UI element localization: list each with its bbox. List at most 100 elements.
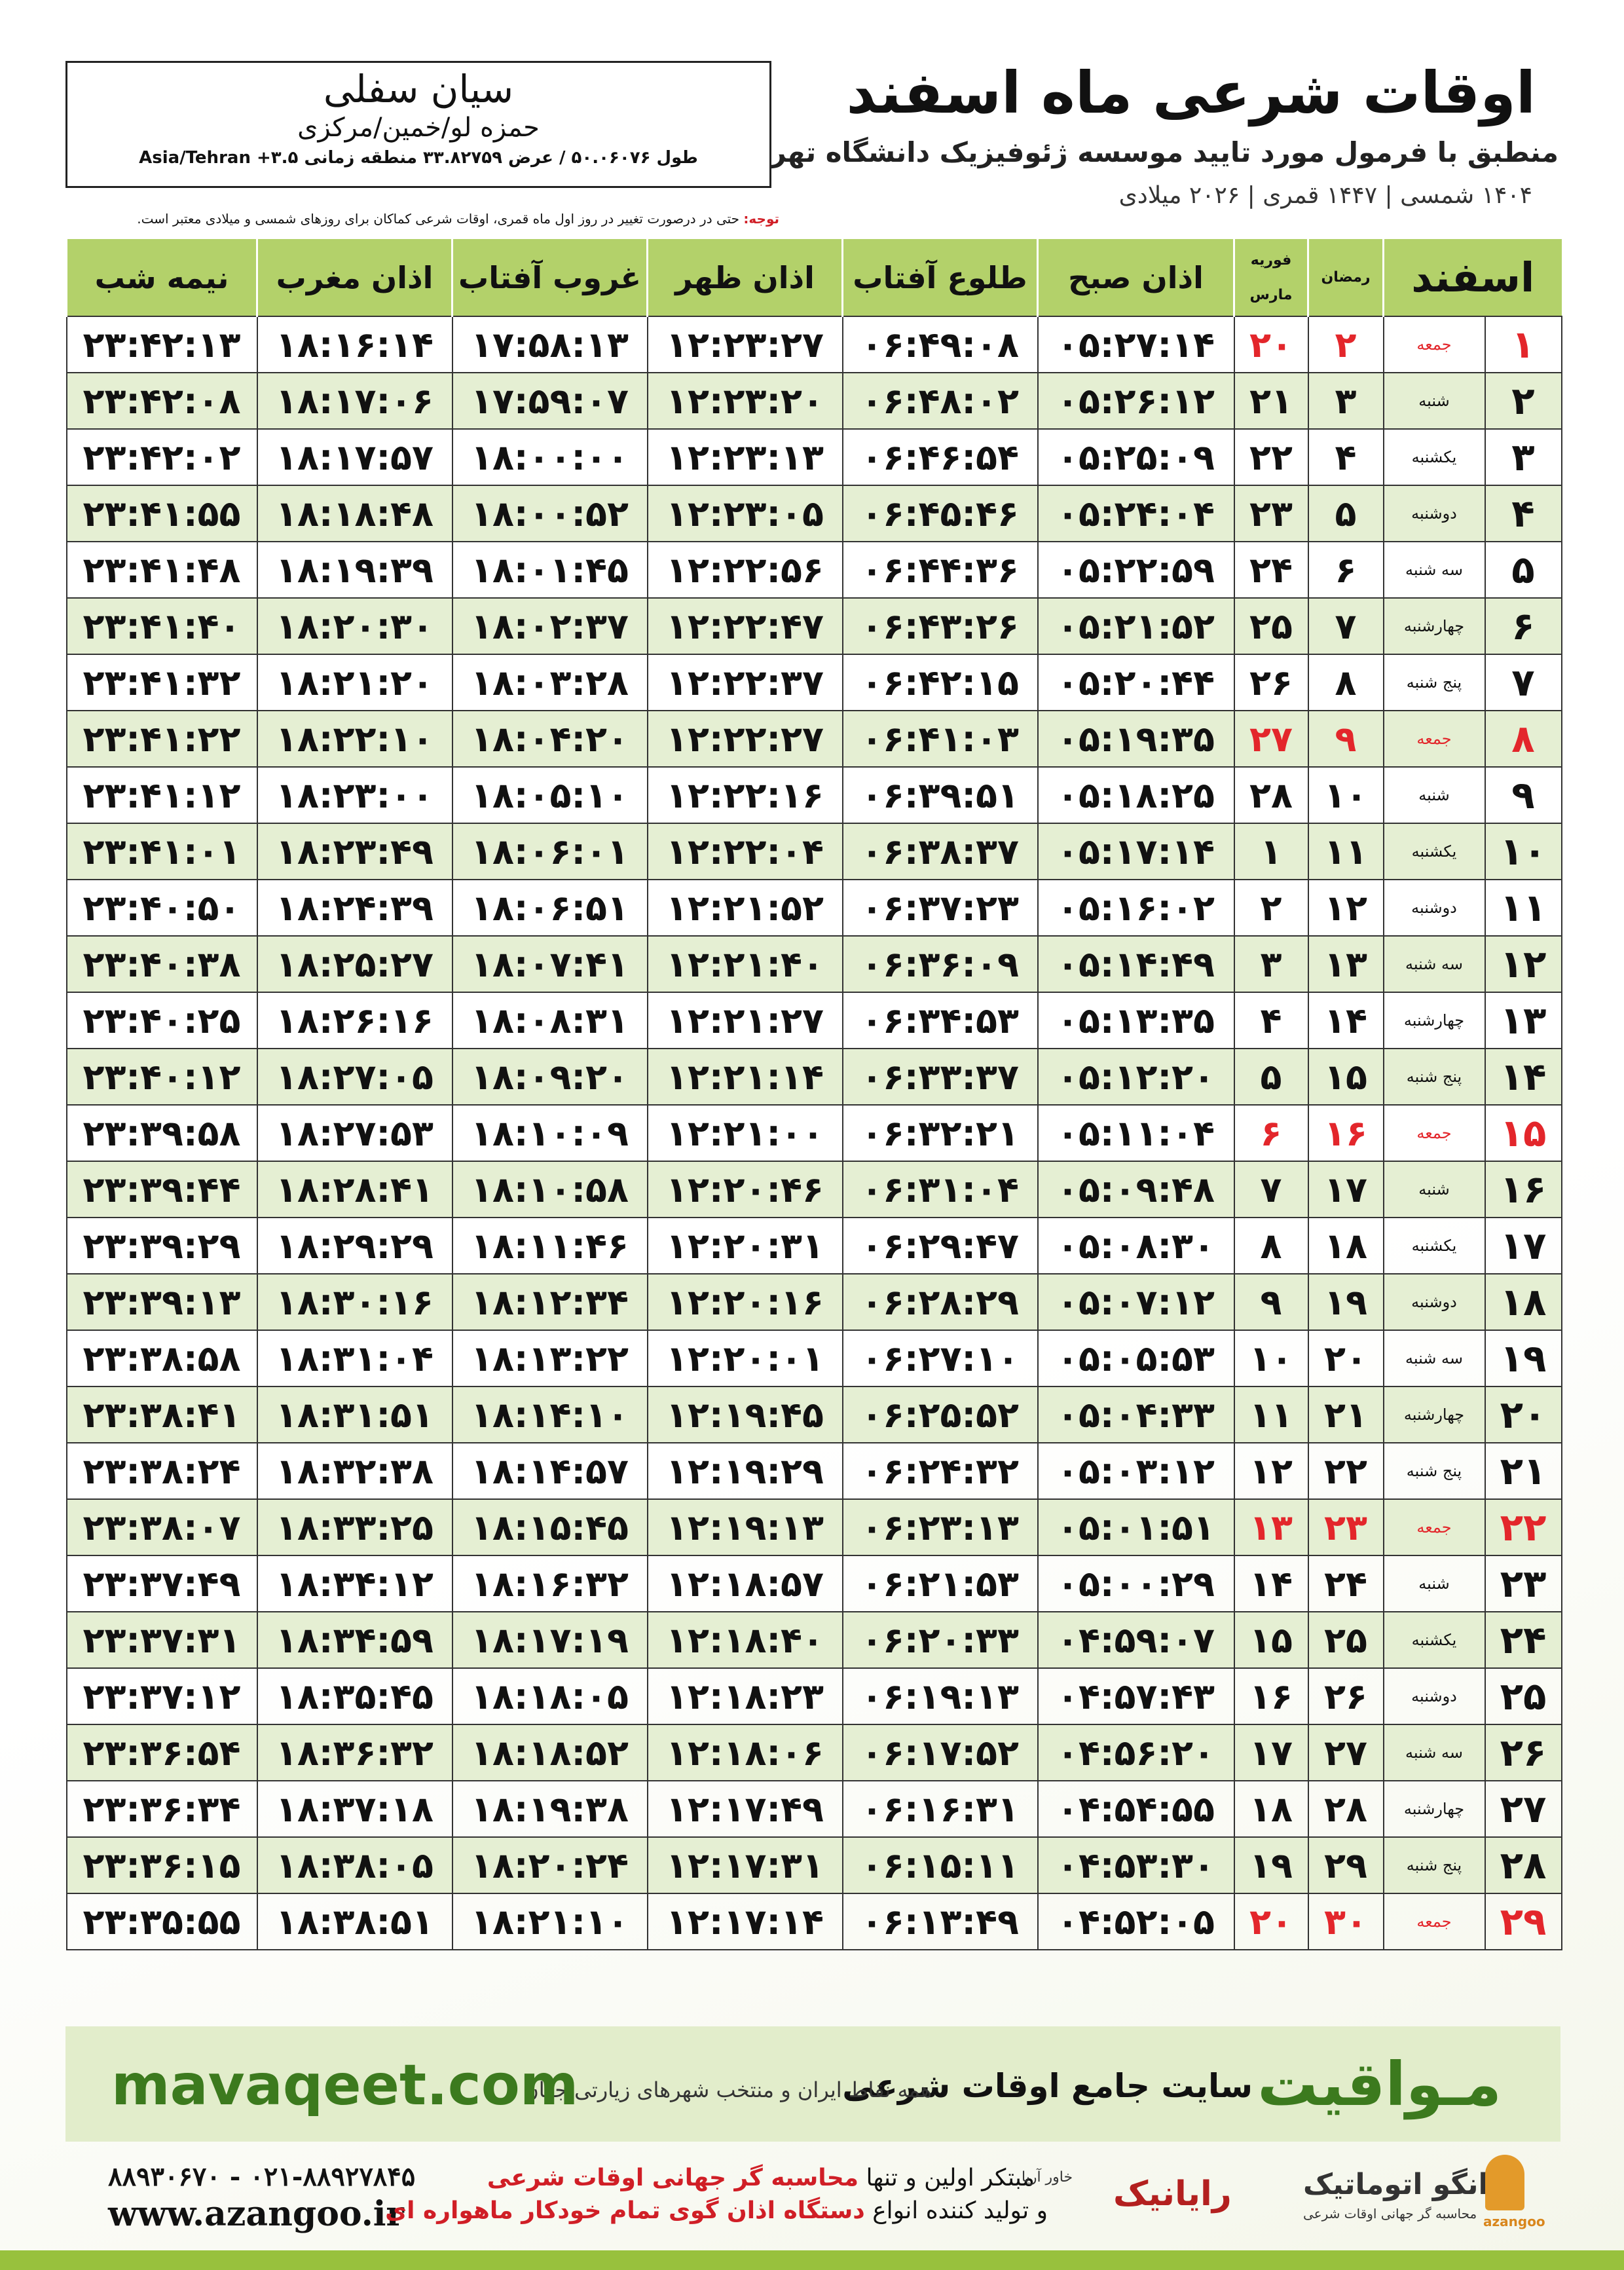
- table-row: ۱۵ جمعه ۱۶ ۶ ۰۵:۱۱:۰۴ ۰۶:۳۲:۲۱ ۱۲:۲۱:۰۰ ۱۸:۱۰:۰…: [65, 1104, 1562, 1162]
- table-cell: یکشنبه: [1382, 1611, 1486, 1669]
- table-cell: جمعه: [1382, 1104, 1486, 1162]
- table-cell: ۱۸:۲۳:۰۰: [256, 766, 453, 824]
- table-cell: ۰۵:۲۵:۰۹: [1037, 428, 1235, 486]
- location-coords: طول ۵۰.۰۶۰۷۶ / عرض ۳۳.۸۲۷۵۹ منطقه زمانی …: [139, 148, 698, 168]
- table-cell: ۱۷: [1233, 1724, 1309, 1781]
- table-cell: ۲۰: [1233, 1893, 1309, 1950]
- table-cell: ۱۸:۳۴:۵۹: [256, 1611, 453, 1669]
- table-cell: ۱۶: [1307, 1104, 1384, 1162]
- table-cell: ۱۸:۲۱:۱۰: [451, 1893, 648, 1950]
- table-cell: دوشنبه: [1382, 879, 1486, 937]
- table-row: ۷ پنج شنبه ۸ ۲۶ ۰۵:۲۰:۴۴ ۰۶:۴۲:۱۵ ۱۲:۲۲:۳۷ ۱۸:۰…: [65, 654, 1562, 711]
- table-cell: ۱۰: [1233, 1330, 1309, 1387]
- table-cell: ۰۵:۰۳:۱۲: [1037, 1442, 1235, 1500]
- location-box: سیان سفلی حمزه لو/خمین/مرکزی طول ۵۰.۰۶۰۷…: [65, 61, 771, 188]
- table-cell: ۱۸:۳۴:۱۲: [256, 1555, 453, 1612]
- subtitle: منطبق با فرمول مورد تایید موسسه ژئوفیزیک…: [737, 136, 1559, 168]
- header-cell: رمضان: [1307, 239, 1384, 316]
- table-cell: ۱۸:۲۹:۲۹: [256, 1217, 453, 1275]
- table-cell: ۱۲:۲۰:۴۶: [646, 1161, 843, 1218]
- text: دستگاه اذان گوی تمام خودکار ماهواره ای: [385, 2197, 865, 2224]
- table-cell: ۰۶:۴۹:۰۸: [841, 316, 1039, 373]
- header-cell: طلوع آفتاب: [841, 239, 1038, 316]
- table-cell: یکشنبه: [1382, 823, 1486, 880]
- table-cell: ۶: [1484, 597, 1562, 655]
- table-cell: ۱۲:۲۱:۱۴: [646, 1048, 843, 1106]
- banner-url: mavaqeet.com: [111, 2053, 579, 2118]
- table-cell: ۲۳:۳۹:۴۴: [65, 1161, 258, 1218]
- brand: مـواقیت: [1257, 2049, 1502, 2119]
- dates: ۱۴۰۴ شمسی | ۱۴۴۷ قمری | ۲۰۲۶ میلادی: [1118, 182, 1532, 209]
- table-cell: سه شنبه: [1382, 935, 1486, 993]
- table-cell: ۱۸:۱۴:۵۷: [451, 1442, 648, 1500]
- table-cell: ۱۷:۵۹:۰۷: [451, 372, 648, 430]
- table-cell: ۱۸:۳۸:۵۱: [256, 1893, 453, 1950]
- table-cell: ۱۸:۰۳:۲۸: [451, 654, 648, 711]
- table-cell: ۱۸:۳۳:۲۵: [256, 1498, 453, 1556]
- table-row: ۲۲ جمعه ۲۳ ۱۳ ۰۵:۰۱:۵۱ ۰۶:۲۳:۱۳ ۱۲:۱۹:۱۳ ۱۸:۱۵:…: [65, 1498, 1562, 1556]
- table-cell: ۱۲:۲۱:۴۰: [646, 935, 843, 993]
- table-row: ۶ چهارشنبه ۷ ۲۵ ۰۵:۲۱:۵۲ ۰۶:۴۳:۲۶ ۱۲:۲۲:۴۷ ۱۸:۰…: [65, 597, 1562, 655]
- header-text: مارس: [1249, 286, 1293, 303]
- table-cell: یکشنبه: [1382, 1217, 1486, 1275]
- table-cell: ۱۴: [1233, 1555, 1309, 1612]
- table-row: ۱۳ چهارشنبه ۱۴ ۴ ۰۵:۱۳:۳۵ ۰۶:۳۴:۵۳ ۱۲:۲۱:۲۷ ۱۸:…: [65, 992, 1562, 1049]
- table-cell: ۲۰: [1233, 316, 1309, 373]
- table-row: ۲۱ پنج شنبه ۲۲ ۱۲ ۰۵:۰۳:۱۲ ۰۶:۲۴:۳۲ ۱۲:۱۹:۲۹ ۱۸…: [65, 1442, 1562, 1500]
- table-cell: ۷: [1233, 1161, 1309, 1218]
- table-cell: ۰۴:۵۷:۴۳: [1037, 1667, 1235, 1725]
- table-cell: ۱۸:۱۶:۳۲: [451, 1555, 648, 1612]
- table-cell: ۱۶: [1233, 1667, 1309, 1725]
- table-cell: ۱۸: [1233, 1780, 1309, 1838]
- table-cell: ۰۶:۳۱:۰۴: [841, 1161, 1039, 1218]
- table-cell: یکشنبه: [1382, 428, 1486, 486]
- header-cell: اذان ظهر: [646, 239, 843, 316]
- table-cell: ۵: [1233, 1048, 1309, 1106]
- table-cell: ۱۸:۱۴:۱۰: [451, 1386, 648, 1443]
- table-cell: ۱۲:۱۸:۴۰: [646, 1611, 843, 1669]
- table-cell: جمعه: [1382, 1893, 1486, 1950]
- table-cell: ۱۲:۱۸:۲۳: [646, 1667, 843, 1725]
- table-cell: ۲۳:۳۸:۰۷: [65, 1498, 258, 1556]
- table-cell: ۰۶:۲۵:۵۲: [841, 1386, 1039, 1443]
- table-row: ۱۲ سه شنبه ۱۳ ۳ ۰۵:۱۴:۴۹ ۰۶:۳۶:۰۹ ۱۲:۲۱:۴۰ ۱۸:۰…: [65, 935, 1562, 993]
- table-cell: ۲۳:۴۲:۰۸: [65, 372, 258, 430]
- table-cell: ۲۳:۳۵:۵۵: [65, 1893, 258, 1950]
- table-cell: ۱۸:۲۳:۴۹: [256, 823, 453, 880]
- table-cell: ۲۳:۳۸:۵۸: [65, 1330, 258, 1387]
- table-cell: ۲۴: [1484, 1611, 1562, 1669]
- table-cell: ۰۵:۱۳:۳۵: [1037, 992, 1235, 1049]
- table-cell: ۱۲:۲۲:۰۴: [646, 823, 843, 880]
- table-cell: جمعه: [1382, 316, 1486, 373]
- table-row: ۲۹ جمعه ۳۰ ۲۰ ۰۴:۵۲:۰۵ ۰۶:۱۳:۴۹ ۱۲:۱۷:۱۴ ۱۸:۲۱:…: [65, 1893, 1562, 1950]
- text: محاسبه گر جهانی اوقات شرعی: [487, 2165, 858, 2191]
- table-cell: ۲۷: [1307, 1724, 1384, 1781]
- table-cell: ۲۳:۳۷:۱۲: [65, 1667, 258, 1725]
- table-cell: ۱۸:۳۵:۴۵: [256, 1667, 453, 1725]
- table-cell: ۲۸: [1307, 1780, 1384, 1838]
- table-cell: ۱۲: [1307, 879, 1384, 937]
- text: مبتکر اولین و تنها: [866, 2165, 1035, 2191]
- table-cell: ۲۲: [1484, 1498, 1562, 1556]
- table-cell: ۰۶:۲۰:۳۳: [841, 1611, 1039, 1669]
- note: توجه: حتی در درصورت تغییر در روز اول ماه…: [65, 211, 779, 227]
- table-cell: ۲۹: [1484, 1893, 1562, 1950]
- logo-subtext: خاور آریا: [1022, 2169, 1073, 2186]
- table-cell: ۲۳:۳۶:۳۴: [65, 1780, 258, 1838]
- table-cell: ۱۸:۳۶:۳۲: [256, 1724, 453, 1781]
- table-cell: ۳۰: [1307, 1893, 1384, 1950]
- table-cell: ۰۶:۱۳:۴۹: [841, 1893, 1039, 1950]
- table-cell: جمعه: [1382, 1498, 1486, 1556]
- table-cell: ۱۰: [1307, 766, 1384, 824]
- tagline: سایت جامع اوقات شرعی: [842, 2067, 1253, 2105]
- table-cell: ۱۸:۲۷:۰۵: [256, 1048, 453, 1106]
- table-cell: ۱۰: [1484, 823, 1562, 880]
- table-cell: ۱۲:۲۱:۵۲: [646, 879, 843, 937]
- table-cell: ۱۸:۱۱:۴۶: [451, 1217, 648, 1275]
- table-cell: ۰۵:۱۸:۲۵: [1037, 766, 1235, 824]
- table-cell: ۲۳:۳۶:۱۵: [65, 1836, 258, 1894]
- table-cell: ۰۶:۴۵:۴۶: [841, 485, 1039, 542]
- text: و تولید کننده انواع: [872, 2197, 1048, 2224]
- table-cell: ۱۹: [1307, 1273, 1384, 1331]
- table-cell: ۱۲:۱۸:۵۷: [646, 1555, 843, 1612]
